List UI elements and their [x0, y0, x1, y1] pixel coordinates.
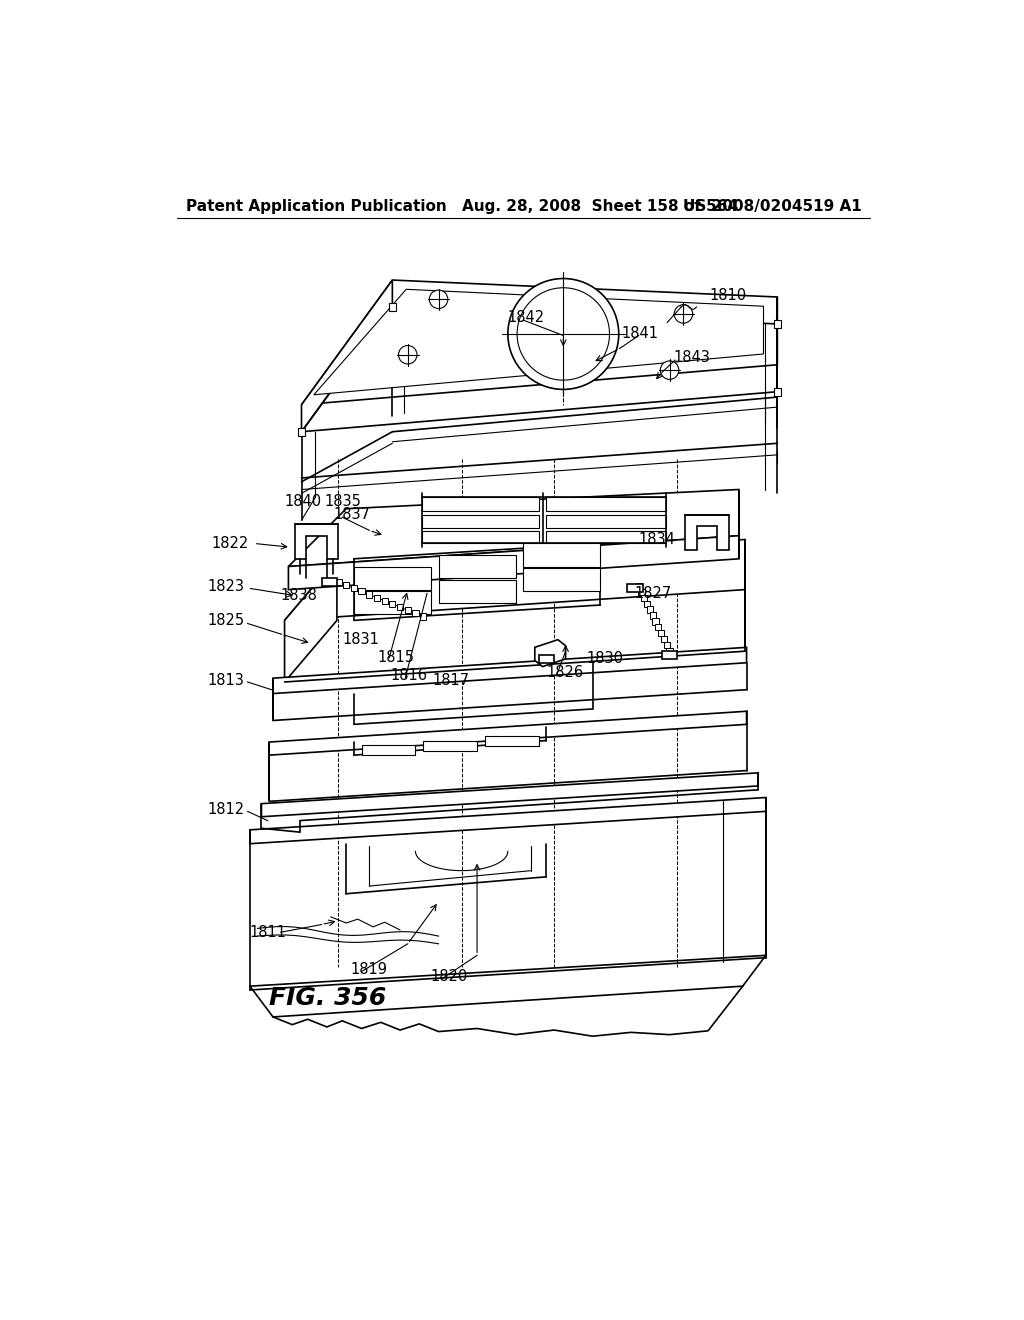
Bar	[420, 614, 426, 619]
Bar	[382, 598, 388, 603]
Bar	[639, 589, 645, 595]
Polygon shape	[423, 741, 477, 751]
Polygon shape	[547, 515, 666, 528]
Text: 1825: 1825	[208, 612, 245, 628]
Bar	[389, 601, 395, 607]
Bar	[343, 582, 349, 589]
Polygon shape	[273, 647, 746, 693]
Bar	[351, 585, 357, 591]
Polygon shape	[269, 711, 746, 755]
Bar	[367, 591, 373, 598]
Text: 1819: 1819	[350, 962, 387, 977]
Bar	[773, 388, 781, 396]
Bar	[336, 578, 342, 585]
Text: 1812: 1812	[208, 801, 245, 817]
Bar	[404, 607, 411, 614]
Text: 1840: 1840	[285, 494, 322, 508]
Bar	[641, 594, 647, 601]
Text: 1810: 1810	[710, 288, 746, 304]
Circle shape	[508, 279, 618, 389]
Text: FIG. 356: FIG. 356	[269, 986, 386, 1010]
Text: 1811: 1811	[250, 925, 287, 940]
Polygon shape	[438, 579, 515, 603]
Text: 1837: 1837	[334, 507, 371, 521]
Polygon shape	[322, 578, 337, 586]
Polygon shape	[438, 554, 515, 578]
Text: Aug. 28, 2008  Sheet 158 of 564: Aug. 28, 2008 Sheet 158 of 564	[462, 198, 737, 214]
Text: 1816: 1816	[391, 668, 428, 684]
Bar	[413, 610, 419, 616]
Text: 1815: 1815	[377, 649, 414, 665]
Polygon shape	[295, 524, 339, 558]
Polygon shape	[547, 531, 666, 544]
Text: 1820: 1820	[431, 969, 468, 983]
Polygon shape	[301, 280, 392, 432]
Bar	[660, 636, 667, 643]
Polygon shape	[354, 566, 431, 590]
Polygon shape	[354, 591, 431, 614]
Circle shape	[398, 346, 417, 364]
Polygon shape	[261, 774, 758, 817]
Text: 1835: 1835	[325, 494, 361, 508]
Bar	[644, 601, 650, 607]
Polygon shape	[313, 289, 764, 395]
Bar	[636, 582, 642, 589]
Bar	[298, 428, 305, 436]
Text: 1827: 1827	[635, 586, 672, 601]
Polygon shape	[250, 956, 766, 1016]
Text: 1817: 1817	[432, 673, 470, 688]
Bar	[647, 606, 653, 612]
Polygon shape	[685, 515, 729, 549]
Polygon shape	[539, 655, 554, 663]
Circle shape	[517, 288, 609, 380]
Bar	[397, 605, 403, 610]
Polygon shape	[628, 585, 643, 591]
Text: US 2008/0204519 A1: US 2008/0204519 A1	[683, 198, 862, 214]
Text: 1823: 1823	[208, 579, 245, 594]
Text: 1834: 1834	[639, 532, 676, 546]
Circle shape	[674, 305, 692, 323]
Bar	[664, 642, 670, 648]
Text: 1831: 1831	[342, 632, 379, 647]
Polygon shape	[662, 651, 677, 659]
Bar	[388, 304, 396, 312]
Polygon shape	[535, 640, 565, 667]
Bar	[649, 612, 655, 619]
Polygon shape	[422, 531, 539, 544]
Circle shape	[429, 290, 447, 309]
Text: 1841: 1841	[622, 326, 658, 342]
Bar	[358, 589, 365, 594]
Text: 1843: 1843	[674, 350, 711, 364]
Polygon shape	[289, 490, 739, 566]
Text: 1830: 1830	[587, 651, 624, 667]
Polygon shape	[285, 558, 337, 682]
Circle shape	[660, 360, 679, 379]
Polygon shape	[289, 536, 739, 590]
Polygon shape	[361, 744, 416, 755]
Text: 1822: 1822	[212, 536, 249, 550]
Text: Patent Application Publication: Patent Application Publication	[186, 198, 446, 214]
Polygon shape	[523, 568, 600, 591]
Polygon shape	[484, 737, 539, 746]
Bar	[652, 618, 658, 624]
Text: 1838: 1838	[281, 589, 317, 603]
Text: 1842: 1842	[508, 310, 545, 325]
Polygon shape	[301, 280, 777, 405]
Bar	[374, 594, 380, 601]
Bar	[667, 648, 673, 655]
Polygon shape	[523, 544, 600, 566]
Polygon shape	[422, 515, 539, 528]
Text: 1813: 1813	[208, 673, 245, 688]
Bar	[655, 624, 662, 631]
Polygon shape	[422, 498, 539, 511]
Bar	[658, 630, 665, 636]
Bar	[773, 321, 781, 327]
Polygon shape	[285, 540, 745, 620]
Text: 1826: 1826	[547, 665, 584, 680]
Polygon shape	[547, 498, 666, 511]
Polygon shape	[250, 797, 766, 843]
